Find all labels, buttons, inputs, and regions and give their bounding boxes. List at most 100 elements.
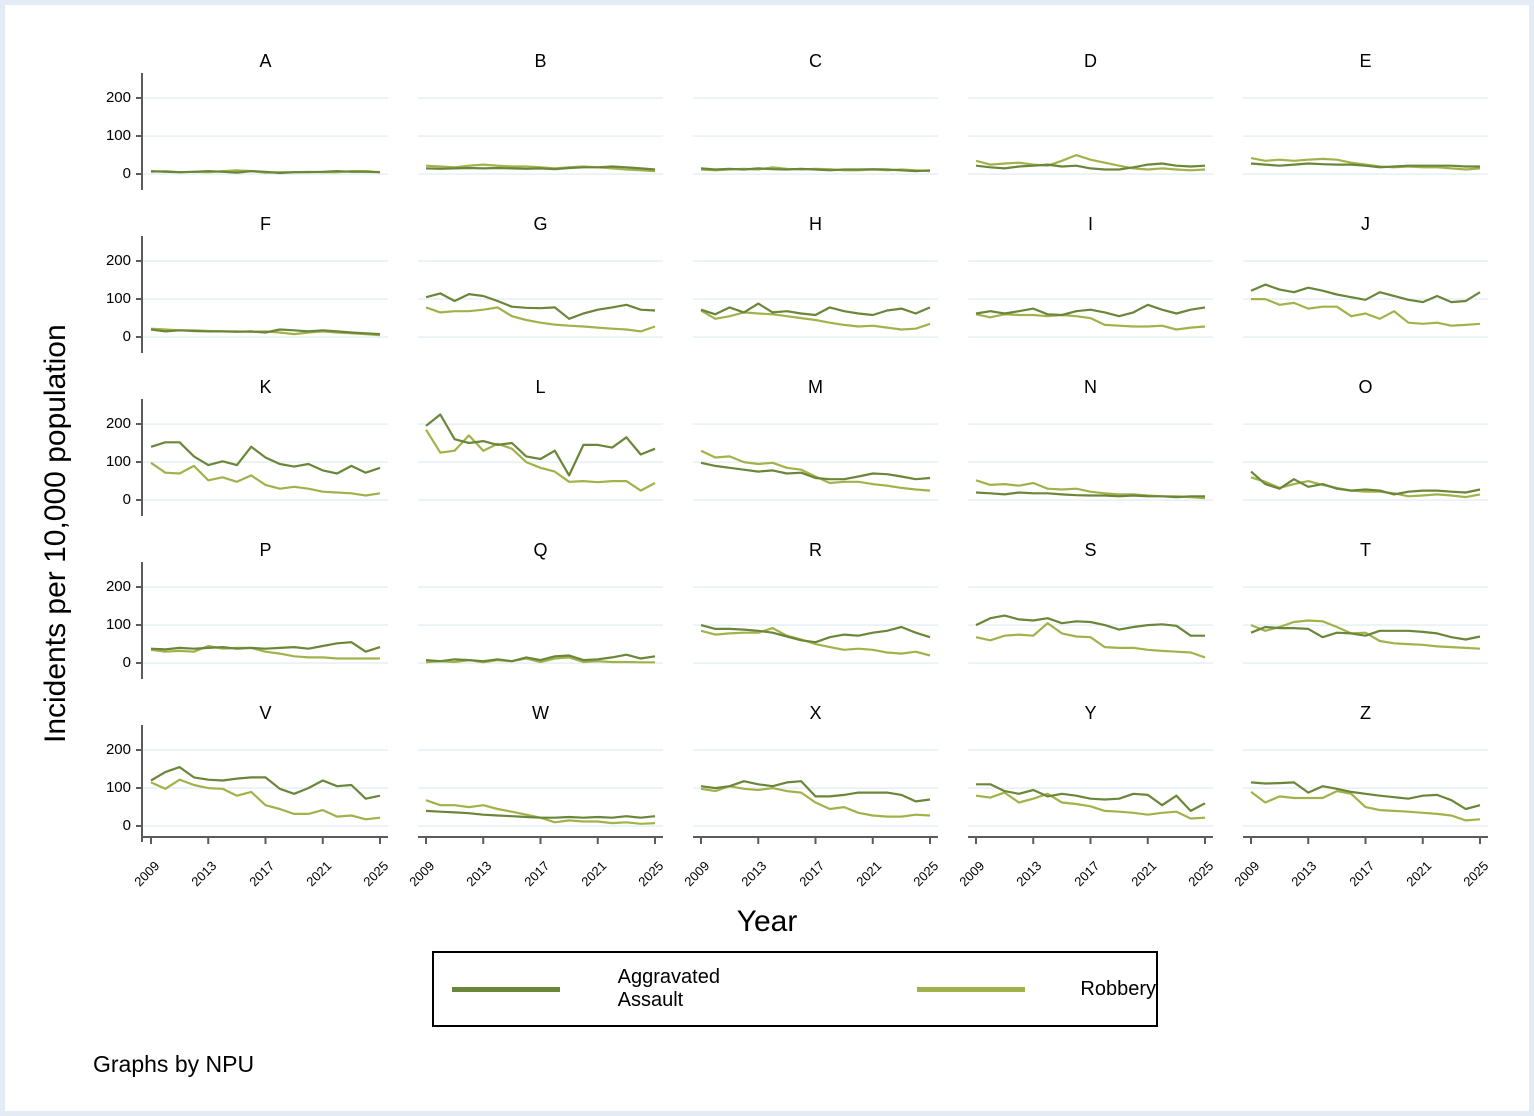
panel-title: K bbox=[259, 377, 272, 397]
panel-Q-plot bbox=[418, 586, 663, 664]
panel-row: 0 100 200 K L M N O bbox=[95, 377, 1488, 516]
robbery-swatch bbox=[917, 986, 1026, 992]
panel-D: D bbox=[968, 51, 1213, 184]
y-tick-mark bbox=[136, 173, 143, 176]
aggravated-assault-line bbox=[425, 165, 656, 171]
aggravated-assault-line bbox=[425, 653, 656, 663]
y-tick-mark bbox=[136, 624, 143, 627]
y-tick-mark bbox=[136, 423, 143, 426]
y-tick-mark bbox=[136, 135, 143, 138]
aggravated-assault-line bbox=[700, 780, 931, 803]
panel-W-plot bbox=[418, 749, 663, 844]
panel-T-plot bbox=[1243, 586, 1488, 664]
panel-title: B bbox=[534, 51, 547, 71]
x-tick-labels: 2009 2013 2017 2021 2025 bbox=[681, 850, 941, 900]
panel-title: I bbox=[1087, 214, 1093, 234]
panel-A-plot bbox=[143, 97, 388, 175]
robbery-line bbox=[425, 306, 656, 333]
x-tick-label: 2009 bbox=[1231, 858, 1263, 890]
x-tick-label: 2025 bbox=[635, 858, 667, 890]
robbery-line bbox=[975, 153, 1206, 172]
x-tick-label: 2021 bbox=[302, 858, 335, 890]
panel-Y: Y 2009 2013 2017 2021 2025 bbox=[956, 703, 1216, 900]
panel-N: N bbox=[968, 377, 1213, 510]
y-tick-mark bbox=[136, 97, 143, 100]
y-axis: 0 100 200 bbox=[95, 51, 143, 190]
panel-Q: Q bbox=[418, 540, 663, 673]
x-tick-labels: 2009 2013 2017 2021 2025 bbox=[406, 850, 667, 900]
panel-G: G bbox=[418, 214, 663, 347]
x-tick-label: 2017 bbox=[245, 858, 277, 890]
panel-J-plot bbox=[1243, 260, 1488, 338]
y-tick-label: 100 bbox=[105, 453, 131, 471]
panel-L-plot bbox=[418, 413, 663, 501]
aggravated-assault-line bbox=[975, 162, 1206, 171]
robbery-line bbox=[150, 461, 381, 497]
panel-row: 0 100 200 V 2009 2013 2017 2021 2025 W 2009 2013 201… bbox=[95, 703, 1491, 900]
robbery-line bbox=[1251, 297, 1481, 327]
panel-J: J bbox=[1243, 214, 1488, 347]
robbery-line bbox=[700, 309, 931, 331]
panel-M: M bbox=[693, 377, 938, 510]
x-tick-label: 2021 bbox=[577, 858, 610, 890]
x-tick-label: 2017 bbox=[1070, 858, 1102, 890]
x-tick-labels: 2009 2013 2017 2021 2025 bbox=[1231, 850, 1491, 900]
panel-V-plot bbox=[143, 749, 388, 844]
y-axis: 0 100 200 bbox=[95, 377, 143, 516]
y-axis: 0 100 200 bbox=[95, 214, 143, 353]
panel-T: T bbox=[1243, 540, 1488, 673]
y-axis-spine bbox=[141, 399, 143, 516]
y-tick-mark bbox=[136, 662, 143, 665]
panel-E-plot bbox=[1243, 97, 1488, 175]
panel-N-plot bbox=[968, 423, 1213, 501]
robbery-line bbox=[1250, 476, 1481, 499]
panel-D-plot bbox=[968, 97, 1213, 175]
panel-B-plot bbox=[418, 97, 663, 175]
y-tick-label: 0 bbox=[122, 491, 131, 509]
panel-title: V bbox=[259, 703, 272, 723]
aggravated-assault-line bbox=[425, 413, 656, 477]
y-axis-spine bbox=[141, 73, 143, 190]
legend-entry-robbery: Robbery bbox=[789, 978, 1156, 1001]
panel-I: I bbox=[968, 214, 1213, 347]
aggravated-assault-line bbox=[150, 641, 381, 653]
x-tick-labels: 2009 2013 2017 2021 2025 bbox=[956, 850, 1216, 900]
panel-title: C bbox=[809, 51, 822, 71]
aggravated-assault-line bbox=[150, 169, 381, 175]
panel-title: A bbox=[259, 51, 272, 71]
aggravated-assault-line bbox=[700, 302, 931, 317]
panel-X-plot bbox=[693, 749, 938, 844]
x-tick-label: 2013 bbox=[738, 858, 770, 890]
panel-F: F bbox=[143, 214, 388, 347]
panel-row: 0 100 200 A B C D E bbox=[95, 51, 1488, 190]
panel-I-plot bbox=[968, 260, 1213, 338]
panel-Z-plot bbox=[1243, 749, 1488, 844]
y-axis-title: Incidents per 10,000 population bbox=[39, 324, 72, 743]
panel-X: X 2009 2013 2017 2021 2025 bbox=[681, 703, 941, 900]
aggravated-assault-line bbox=[700, 624, 931, 644]
legend-label: Aggravated Assault bbox=[617, 966, 720, 1011]
y-tick-mark bbox=[136, 499, 143, 502]
panel-K-plot bbox=[143, 423, 388, 501]
panel-R: R bbox=[693, 540, 938, 673]
legend-entry-aggravated-assault: Aggravated Assault bbox=[434, 966, 789, 1012]
aggravated-assault-swatch bbox=[452, 986, 560, 992]
aggravated-assault-line bbox=[1250, 283, 1481, 304]
panel-B: B bbox=[418, 51, 663, 184]
robbery-line bbox=[150, 778, 381, 821]
panel-H-plot bbox=[693, 260, 938, 338]
y-tick-mark bbox=[136, 586, 143, 589]
aggravated-assault-line bbox=[975, 303, 1206, 318]
y-tick-label: 0 bbox=[122, 328, 131, 346]
aggravated-assault-line bbox=[1250, 625, 1481, 641]
panel-title: E bbox=[1359, 51, 1372, 71]
aggravated-assault-line bbox=[975, 491, 1205, 499]
panel-row: 0 100 200 P Q R S T bbox=[95, 540, 1488, 679]
panel-V: V 2009 2013 2017 2021 2025 bbox=[131, 703, 391, 900]
x-tick-label: 2017 bbox=[1345, 858, 1377, 890]
y-tick-label: 200 bbox=[105, 415, 131, 433]
robbery-line bbox=[975, 313, 1206, 331]
y-tick-label: 0 bbox=[122, 165, 131, 183]
panel-title: N bbox=[1084, 377, 1097, 397]
